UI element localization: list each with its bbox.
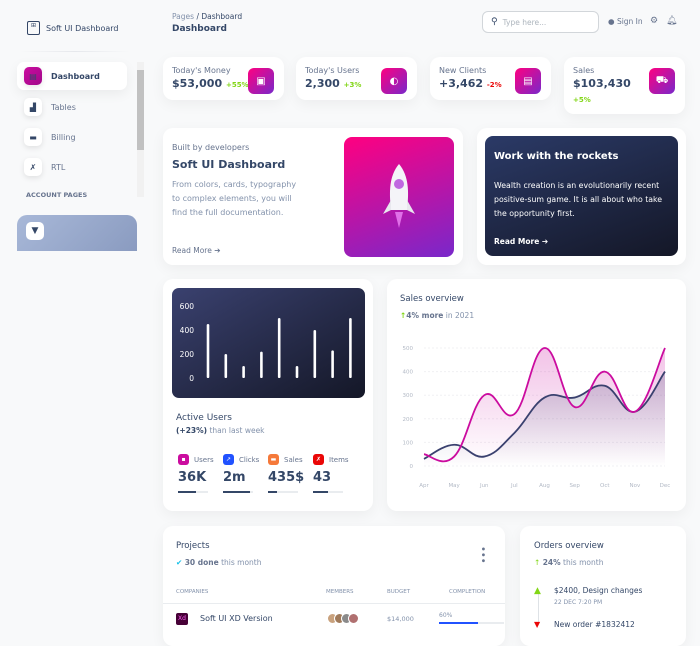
office-icon: ▟ [24,98,42,116]
x-tick-label: Apr [419,483,429,489]
y-tick-label: 400 [180,326,195,335]
sidebar-item-tables[interactable]: ▟ Tables [17,93,127,121]
bar [206,324,210,378]
x-tick-label: May [448,483,460,489]
y-tick-label: 400 [403,370,414,376]
projects-card: Projects ✔ 30 done this month ••• COMPAN… [163,526,505,646]
bar-chart-bg [172,288,365,398]
x-tick-label: Jul [510,483,518,489]
bell-icon: ▲ [534,586,541,596]
document-icon: ▤ [515,68,541,94]
logo-icon: ⊞ [27,21,40,35]
y-tick-label: 600 [180,302,195,311]
sign-in-link[interactable]: ● Sign In [608,17,643,26]
check-icon: ✔ [176,558,183,567]
orders-card: Orders overview ↑ 24% this month ▲ $2400… [520,526,686,646]
brand[interactable]: ⊞ Soft UI Dashboard [27,21,119,35]
x-tick-label: Oct [600,483,610,489]
breadcrumb: Pages / Dashboard [172,12,243,21]
series-line [423,347,666,463]
active-users-card: 600 400 200 0 Active Users (+23%) than last… [163,279,373,511]
globe-icon: ◐ [381,68,407,94]
money-icon: ▣ [248,68,274,94]
sales-line-chart: 500 400 300 200 100 0 Apr May Jun Jul Aug Sep Oct Nov… [403,346,671,489]
x-tick-label: Sep [569,483,580,489]
clicks-icon: ↗ [223,454,234,465]
active-users-bar-chart: 600 400 200 0 [172,288,365,398]
bar [313,330,317,378]
y-tick-label: 500 [403,346,414,352]
diamond-icon: ▼ [26,222,44,240]
progress-clicks [223,491,253,493]
shop-icon: ▤ [24,67,42,85]
bar [260,351,263,378]
bar [224,354,228,378]
rockets-read-more-link[interactable]: Read More ➔ [494,237,549,246]
stat-card-money: Today's Money $53,000 +55% ▣ [163,57,284,100]
progress-users [178,491,208,493]
x-tick-label: Jun [479,483,489,489]
y-tick-label: 0 [189,374,194,383]
search-input[interactable]: ⚲ Type here... [482,11,599,33]
member-avatars [327,613,359,624]
series-line [423,371,666,460]
progress-sales [268,491,298,493]
stat-card-sales: Sales $103,430 +5% ⛟ [564,57,685,114]
more-options-icon[interactable]: ••• [477,546,488,564]
xd-logo: Xd [176,613,188,625]
cart-icon: ⛟ [649,68,675,94]
stat-card-users: Today's Users 2,300 +3% ◐ [296,57,417,100]
divider [20,51,130,52]
active-users-metrics: ▪ Users 36K ↗ Clicks 2m ▬ Sales 435$ ✗ Items… [178,454,368,499]
breadcrumb-pages[interactable]: Pages [172,12,195,21]
items-icon: ✗ [313,454,324,465]
bar [331,350,334,378]
search-icon: ⚲ [491,17,498,27]
y-tick-label: 100 [403,440,414,446]
sidebar-item-dashboard[interactable]: ▤ Dashboard [17,62,127,90]
gear-icon[interactable]: ⚙ [650,16,659,26]
table-row[interactable]: Xd Soft UI XD Version $14,000 60% [163,610,505,630]
bar [277,318,281,378]
user-icon: ● [608,17,615,26]
timeline-item: New order #1832412 [554,620,635,629]
y-tick-label: 200 [403,417,414,423]
stat-card-clients: New Clients +3,462 -2% ▤ [430,57,551,100]
sidebar-help-card[interactable]: ▼ [17,215,137,251]
page-title: Dashboard [172,24,227,34]
sidebar-item-rtl[interactable]: ✗ RTL [17,153,127,181]
bar [295,366,299,378]
y-tick-label: 200 [180,350,195,359]
rockets-card: Work with the rockets Wealth creation is… [477,128,686,265]
read-more-link[interactable]: Read More ➔ [172,246,221,255]
promo-card: Built by developers Soft UI Dashboard Fr… [163,128,463,265]
settings-tools-icon: ✗ [24,158,42,176]
y-tick-label: 0 [410,464,414,470]
users-icon: ▪ [178,454,189,465]
sidebar-scrollbar[interactable] [137,62,144,197]
series-area [424,371,665,466]
sidebar-section-label: ACCOUNT PAGES [26,191,88,199]
x-tick-label: Dec [660,483,671,489]
sidebar-item-billing[interactable]: ▬ Billing [17,123,127,151]
progress-items [313,491,343,493]
bell-icon[interactable]: 🔔︎ [666,16,678,26]
arrow-up-icon: ↑ [400,311,407,320]
arrow-up-icon: ↑ [534,558,541,567]
y-tick-label: 300 [403,393,414,399]
bar [242,366,245,378]
sales-icon: ▬ [268,454,279,465]
html5-icon: ▼ [534,620,541,629]
x-tick-label: Nov [630,483,641,489]
bar [349,318,352,378]
x-tick-label: Aug [539,483,550,489]
rocket-image [344,137,454,257]
credit-card-icon: ▬ [24,128,42,146]
completion-progress [439,622,504,624]
sales-overview-card: Sales overview ↑4% more in 2021 500 400 30… [387,279,686,511]
timeline-item: $2400, Design changes [554,586,643,595]
